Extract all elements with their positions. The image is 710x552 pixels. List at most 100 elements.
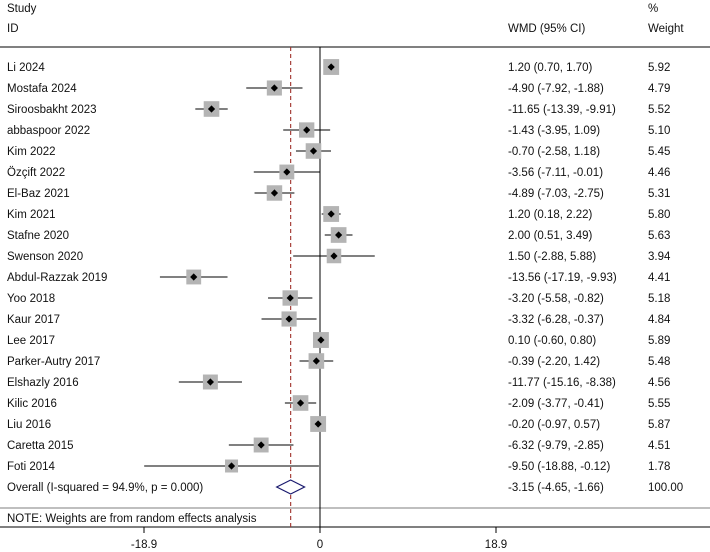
study-row: Foti 2014 -9.50 (-18.88, -0.12) 1.78 — [7, 459, 670, 473]
study-row: Kaur 2017 -3.32 (-6.28, -0.37) 4.84 — [7, 311, 671, 327]
study-row: Mostafa 2024 -4.90 (-7.92, -1.88) 4.79 — [7, 80, 670, 96]
weight-text: 5.87 — [648, 419, 670, 431]
point-estimate-marker — [330, 252, 338, 260]
study-row: Yoo 2018 -3.20 (-5.58, -0.82) 5.18 — [7, 290, 670, 306]
header-effect: WMD (95% CI) — [508, 23, 585, 35]
ci-text: -6.32 (-9.79, -2.85) — [508, 440, 604, 452]
ci-text: -11.65 (-13.39, -9.91) — [508, 104, 616, 116]
weight-text: 4.56 — [648, 377, 670, 389]
x-tick-label-0: -18.9 — [131, 539, 157, 551]
ci-text: -11.77 (-15.16, -8.38) — [508, 377, 616, 389]
study-id-label: Kaur 2017 — [7, 314, 60, 326]
rows-layer: Li 2024 1.20 (0.70, 1.70) 5.92 Mostafa 2024… — [7, 59, 683, 495]
weight-text: 4.46 — [648, 167, 670, 179]
point-estimate-marker — [317, 336, 325, 344]
study-id-label: Swenson 2020 — [7, 251, 83, 263]
point-estimate-marker — [283, 168, 291, 176]
study-row: Abdul-Razzak 2019 -13.56 (-17.19, -9.93) 4… — [7, 269, 670, 285]
weight-text: 3.94 — [648, 251, 671, 263]
study-id-label: Siroosbakht 2023 — [7, 104, 97, 116]
study-id-label: Abdul-Razzak 2019 — [7, 272, 107, 284]
point-estimate-marker — [303, 126, 311, 134]
study-id-label: Özçift 2022 — [7, 167, 65, 179]
study-id-label: Lee 2017 — [7, 335, 55, 347]
ci-text: 1.20 (0.18, 2.22) — [508, 209, 593, 221]
point-estimate-marker — [296, 399, 305, 407]
study-row: Caretta 2015 -6.32 (-9.79, -2.85) 4.51 — [7, 437, 670, 453]
point-estimate-marker — [270, 189, 279, 197]
study-id-label: Kim 2022 — [7, 146, 56, 158]
ci-text: 2.00 (0.51, 3.49) — [508, 230, 593, 242]
point-estimate-marker — [207, 105, 216, 113]
study-id-label: Parker-Autry 2017 — [7, 356, 100, 368]
study-row: Kilic 2016 -2.09 (-3.77, -0.41) 5.55 — [7, 395, 670, 411]
study-id-label: Li 2024 — [7, 62, 45, 74]
header-weight: Weight — [648, 23, 684, 35]
ci-text: -1.43 (-3.95, 1.09) — [508, 125, 600, 137]
point-estimate-marker — [190, 273, 198, 281]
weight-text: 5.55 — [648, 398, 670, 410]
ci-text: 1.50 (-2.88, 5.88) — [508, 251, 596, 263]
weight-text: 4.79 — [648, 83, 670, 95]
point-estimate-marker — [257, 441, 265, 449]
weight-text: 5.89 — [648, 335, 670, 347]
header-study: Study — [7, 3, 37, 15]
study-id-label: Foti 2014 — [7, 461, 56, 473]
ci-text: -4.90 (-7.92, -1.88) — [508, 83, 604, 95]
study-id-label: Yoo 2018 — [7, 293, 55, 305]
weight-text: 4.51 — [648, 440, 670, 452]
study-id-label: Mostafa 2024 — [7, 83, 77, 95]
study-row: Swenson 2020 1.50 (-2.88, 5.88) 3.94 — [7, 248, 671, 264]
x-tick-label-1: 0 — [317, 539, 323, 551]
weight-text: 5.45 — [648, 146, 670, 158]
overall-ci-text: -3.15 (-4.65, -1.66) — [508, 482, 604, 494]
point-estimate-marker — [314, 420, 322, 428]
weight-text: 5.52 — [648, 104, 670, 116]
ci-text: -3.32 (-6.28, -0.37) — [508, 314, 604, 326]
study-row: abbaspoor 2022 -1.43 (-3.95, 1.09) 5.10 — [7, 122, 670, 138]
study-row: El-Baz 2021 -4.89 (-7.03, -2.75) 5.31 — [7, 185, 670, 201]
overall-label: Overall (I-squared = 94.9%, p = 0.000) — [7, 482, 203, 494]
study-row: Liu 2016 -0.20 (-0.97, 0.57) 5.87 — [7, 416, 670, 432]
x-tick-label-2: 18.9 — [485, 539, 507, 551]
ci-text: 1.20 (0.70, 1.70) — [508, 62, 593, 74]
study-row: Elshazly 2016 -11.77 (-15.16, -8.38) 4.56 — [7, 374, 670, 390]
study-row: Li 2024 1.20 (0.70, 1.70) 5.92 — [7, 59, 670, 75]
overall-row: Overall (I-squared = 94.9%, p = 0.000) -3… — [7, 479, 683, 495]
point-estimate-marker — [335, 231, 343, 239]
header-id: ID — [7, 23, 19, 35]
weight-text: 5.48 — [648, 356, 670, 368]
study-row: Özçift 2022 -3.56 (-7.11, -0.01) 4.46 — [7, 164, 670, 180]
study-id-label: abbaspoor 2022 — [7, 125, 90, 137]
study-id-label: Caretta 2015 — [7, 440, 74, 452]
weights-note: NOTE: Weights are from random effects an… — [7, 513, 257, 525]
ci-text: -2.09 (-3.77, -0.41) — [508, 398, 604, 410]
ci-text: -3.20 (-5.58, -0.82) — [508, 293, 604, 305]
weight-text: 5.80 — [648, 209, 670, 221]
weight-text: 5.92 — [648, 62, 670, 74]
study-id-label: Elshazly 2016 — [7, 377, 79, 389]
point-estimate-marker — [206, 378, 214, 386]
study-row: Kim 2021 1.20 (0.18, 2.22) 5.80 — [7, 206, 670, 222]
point-estimate-marker — [327, 63, 335, 71]
study-row: Lee 2017 0.10 (-0.60, 0.80) 5.89 — [7, 332, 670, 348]
weight-text: 1.78 — [648, 461, 670, 473]
study-row: Parker-Autry 2017 -0.39 (-2.20, 1.42) 5.48 — [7, 353, 670, 369]
overall-weight-text: 100.00 — [648, 482, 683, 494]
overall-diamond — [275, 479, 306, 495]
study-row: Siroosbakht 2023 -11.65 (-13.39, -9.91) 5.… — [7, 101, 670, 117]
study-id-label: Liu 2016 — [7, 419, 51, 431]
ci-text: -3.56 (-7.11, -0.01) — [508, 167, 603, 179]
ci-text: -13.56 (-17.19, -9.93) — [508, 272, 617, 284]
study-id-label: Kim 2021 — [7, 209, 56, 221]
axes-layer: -18.9 0 18.9 — [131, 47, 507, 551]
weight-text: 5.31 — [648, 188, 670, 200]
point-estimate-marker — [227, 462, 236, 470]
point-estimate-marker — [286, 294, 294, 302]
weight-text: 5.63 — [648, 230, 670, 242]
ci-text: -0.20 (-0.97, 0.57) — [508, 419, 600, 431]
weight-text: 5.18 — [648, 293, 670, 305]
ci-text: -4.89 (-7.03, -2.75) — [508, 188, 604, 200]
weight-text: 5.10 — [648, 125, 670, 137]
